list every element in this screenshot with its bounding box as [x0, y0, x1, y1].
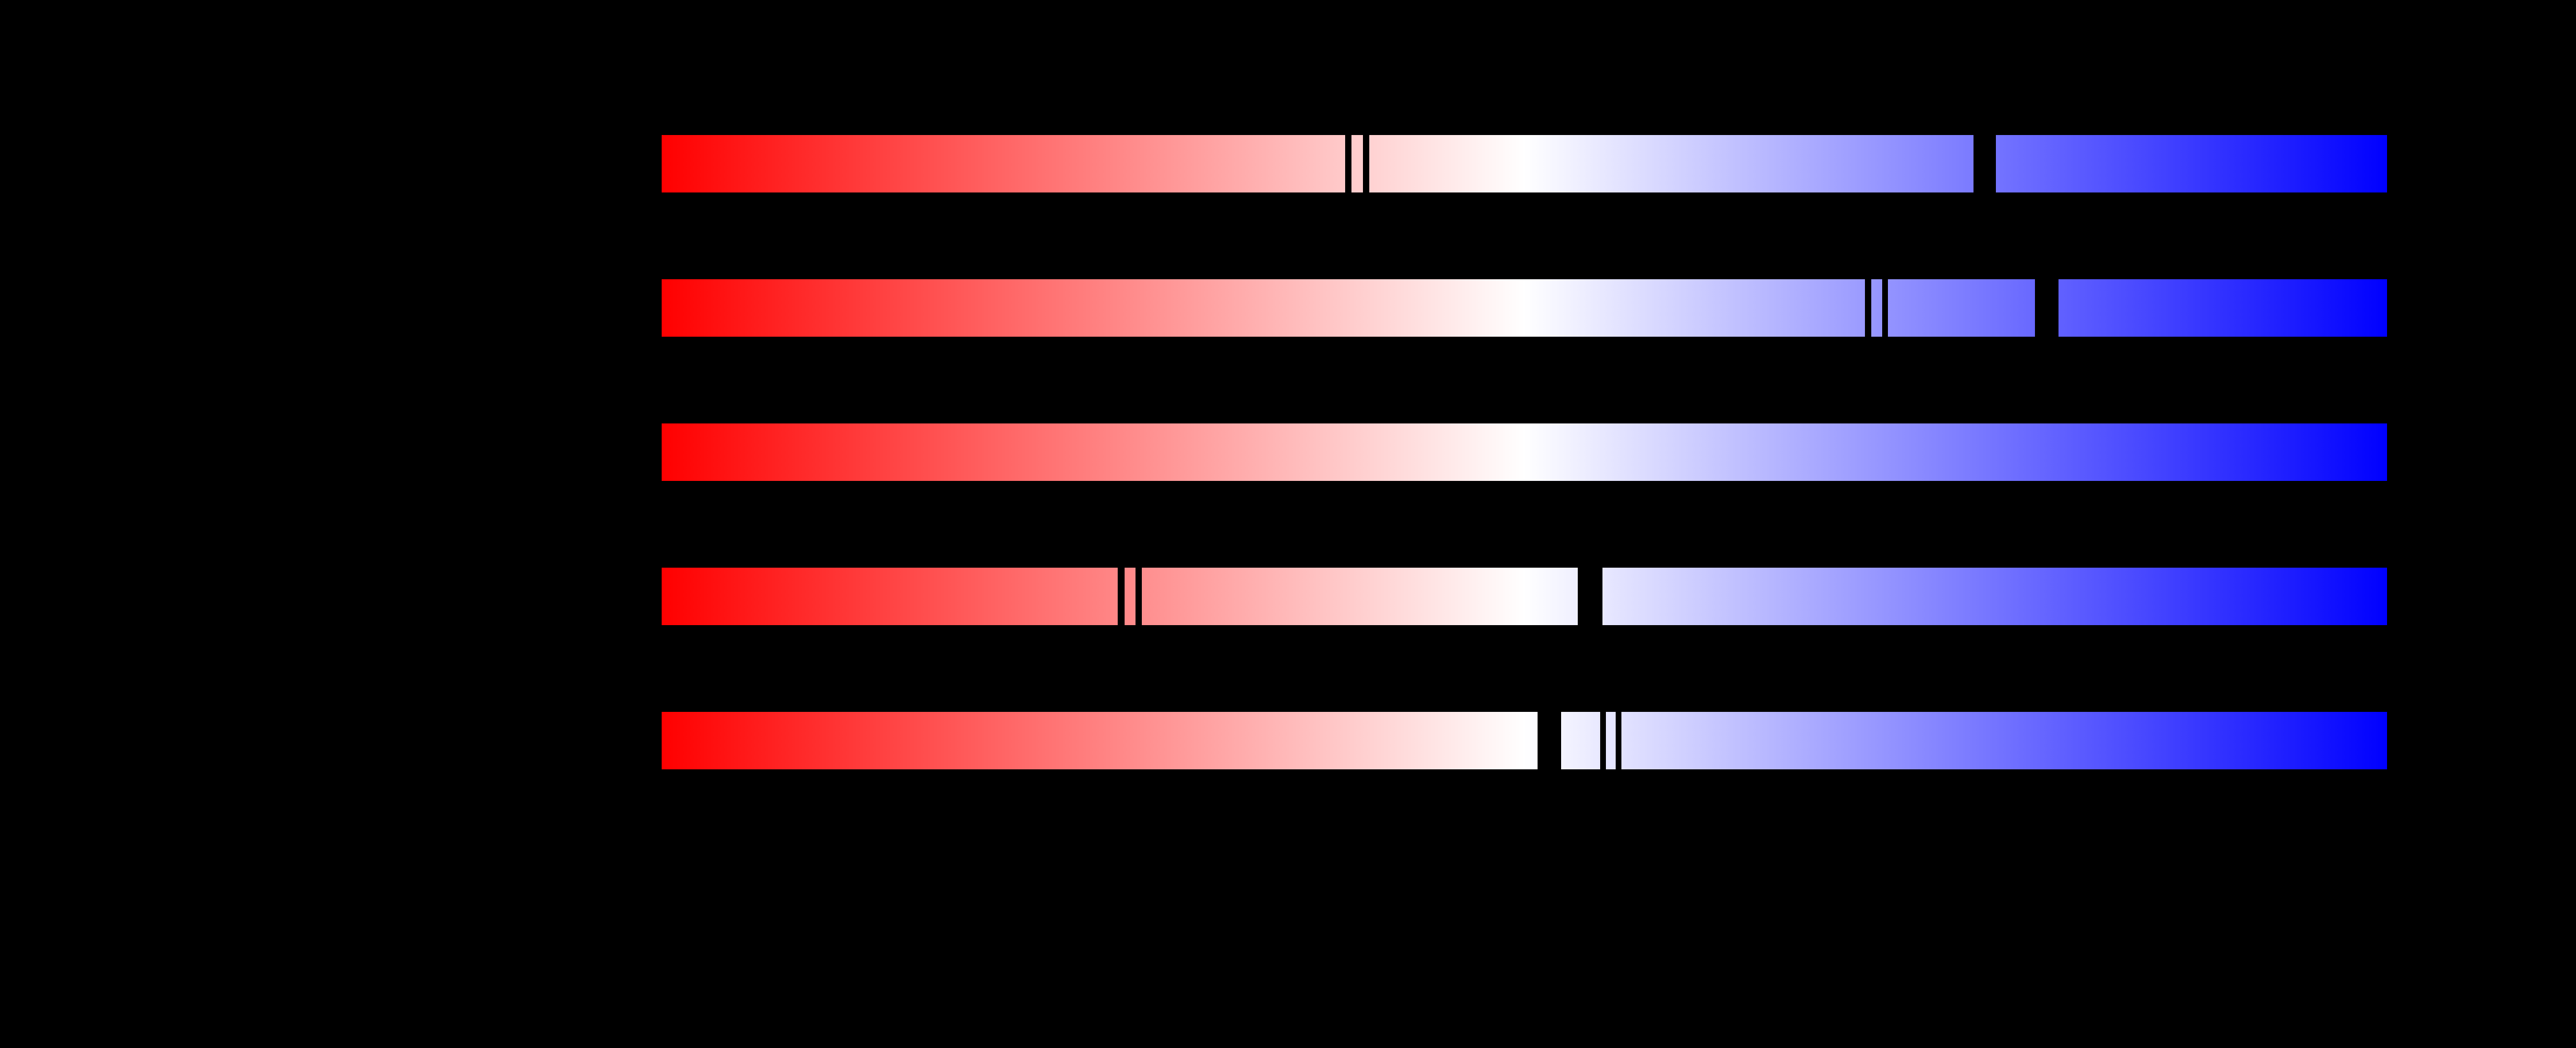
tick-marker	[1135, 568, 1142, 625]
tick-marker	[1864, 279, 1871, 337]
gradient-bar-row-2	[662, 279, 2387, 337]
tick-marker	[1615, 712, 1621, 769]
gap-marker	[1537, 712, 1561, 769]
gap-marker	[1973, 135, 1996, 192]
tick-marker	[1117, 568, 1125, 625]
tick-marker	[1362, 135, 1369, 192]
gradient-bar-row-1	[662, 135, 2387, 192]
gradient-bar-row-4	[662, 568, 2387, 625]
gap-marker	[1578, 568, 1603, 625]
tick-marker	[1600, 712, 1606, 769]
tick-marker	[1345, 135, 1351, 192]
gap-marker	[2034, 279, 2059, 337]
gradient-bar-row-3	[662, 423, 2387, 481]
tick-marker	[1882, 279, 1888, 337]
gradient-bar-row-5	[662, 712, 2387, 769]
